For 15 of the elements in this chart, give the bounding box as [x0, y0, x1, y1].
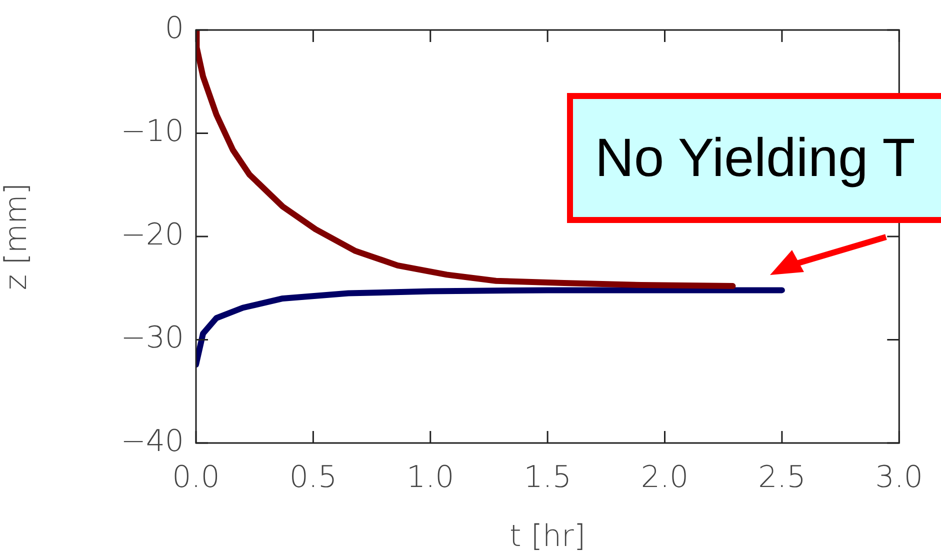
x-tick-label: 3.0	[875, 460, 924, 495]
x-tick-label: 0.5	[289, 460, 338, 495]
x-tick-label: 1.0	[406, 460, 454, 495]
y-axis-title: z [mm]	[0, 182, 34, 290]
x-axis-title: t [hr]	[510, 518, 586, 554]
x-tick-label: 2.0	[640, 460, 689, 495]
x-tick-label: 0.0	[172, 460, 220, 495]
y-tick-label: 0	[164, 10, 184, 46]
annotation: No Yielding T	[595, 127, 916, 190]
y-tick-label: −30	[120, 320, 184, 356]
x-tick-label: 2.5	[758, 460, 806, 495]
x-tick-label: 1.5	[524, 460, 572, 495]
y-tick-label: −20	[120, 217, 184, 252]
y-tick-label: −40	[120, 424, 184, 459]
y-tick-label: −10	[120, 114, 184, 150]
